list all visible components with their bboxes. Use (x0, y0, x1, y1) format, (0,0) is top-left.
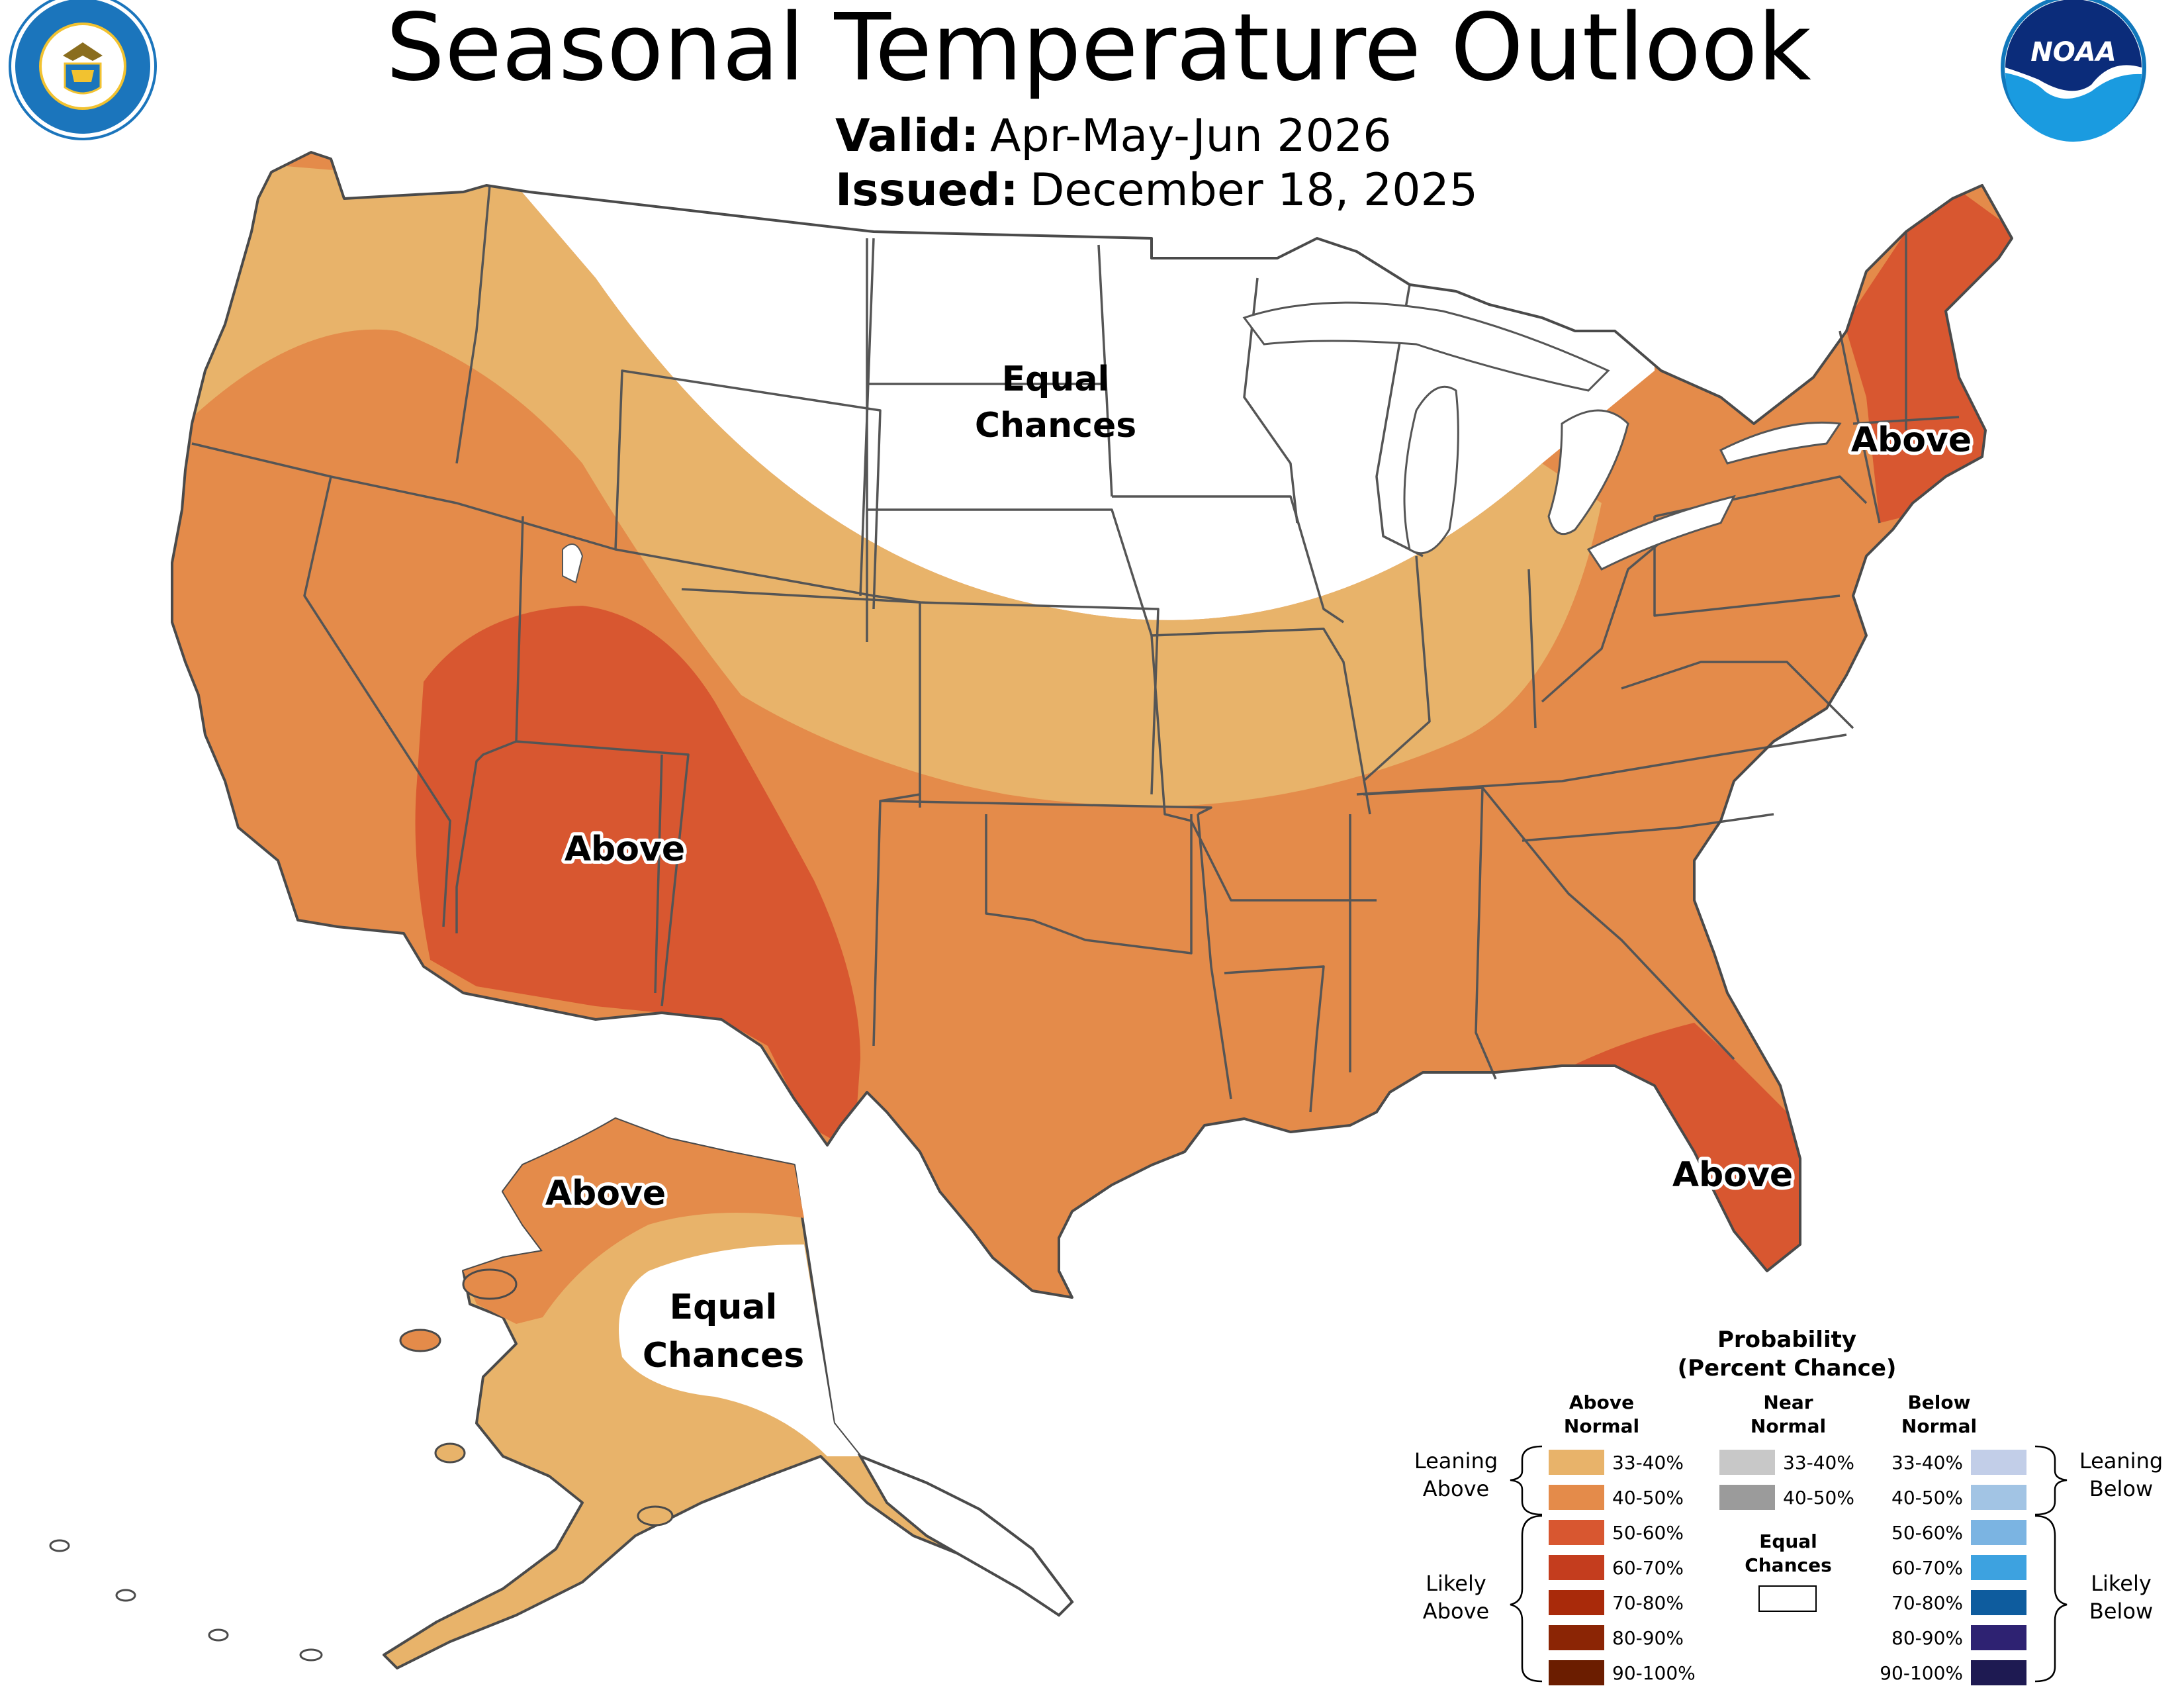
commerce-seal-logo (9, 0, 157, 140)
legend-above-swatch (1549, 1450, 1604, 1475)
legend-near-column: 33-40% 40-50% (1719, 1450, 1854, 1510)
legend-below-label: 80-90% (1891, 1627, 1963, 1649)
legend-above-label: 60-70% (1612, 1557, 1684, 1579)
legend-below-label: 70-80% (1891, 1592, 1963, 1614)
alaska-island (208, 1628, 229, 1642)
leaning-above-brace (1510, 1445, 1543, 1516)
alaska-map: Above Equal Chances (49, 1117, 1074, 1669)
alaska-island (462, 1268, 518, 1300)
legend-above-swatch (1549, 1590, 1604, 1615)
likely-below-label-2: Below (2089, 1599, 2153, 1624)
legend-below-swatch (1971, 1590, 2026, 1615)
leaning-below-label-1: Leaning (2079, 1448, 2163, 1474)
legend-equal-swatch (1758, 1585, 1817, 1612)
legend-above-label: 80-90% (1612, 1627, 1684, 1649)
leaning-below-brace (2034, 1445, 2068, 1516)
likely-above-label-1: Likely (1426, 1571, 1486, 1596)
legend-above-swatch (1549, 1625, 1604, 1650)
issued-label: Issued: (835, 164, 1019, 216)
legend-above-column: 33-40% 40-50% 50-60% 60-70% 70-80% 80-90% 90-1… (1549, 1450, 1696, 1685)
alaska-island (115, 1589, 136, 1602)
valid-value: Apr-May-Jun 2026 (990, 110, 1391, 162)
alaska-island (434, 1442, 466, 1464)
legend-above-swatch (1549, 1485, 1604, 1510)
legend-equal-header-2: Chances (1745, 1554, 1832, 1576)
likely-below-label-1: Likely (2091, 1571, 2152, 1596)
leaning-above-label-1: Leaning (1414, 1448, 1498, 1474)
legend-above-label: 33-40% (1612, 1452, 1684, 1474)
alaska-panhandle (857, 1454, 1074, 1617)
equal-chances-zone (463, 172, 1655, 620)
legend-below-label: 40-50% (1891, 1487, 1963, 1509)
alaska-equal-zone (619, 1244, 860, 1456)
page-title: Seasonal Temperature Outlook (386, 0, 1811, 102)
legend-near-label: 33-40% (1783, 1452, 1854, 1474)
alaska-island (637, 1505, 674, 1526)
southwest-above-label: Above (565, 829, 685, 869)
above-50-60-northeast (1840, 185, 2012, 523)
above-33-40-band (185, 159, 1602, 806)
legend-below-swatch (1971, 1625, 2026, 1650)
legend-near-header-1: Near (1763, 1391, 1813, 1413)
legend-above-swatch (1549, 1520, 1604, 1545)
likely-above-label-2: Above (1423, 1599, 1489, 1624)
legend-near-header-2: Normal (1751, 1415, 1826, 1437)
legend-above-header-2: Normal (1564, 1415, 1639, 1437)
alaska-above-40-50 (463, 1119, 804, 1324)
legend-above-label: 90-100% (1612, 1662, 1696, 1684)
conus-equal-label-line1: Equal (1002, 359, 1110, 399)
legend-above-label: 70-80% (1612, 1592, 1684, 1614)
alaska-island (399, 1329, 441, 1352)
legend-equal-header-1: Equal (1759, 1530, 1817, 1552)
alaska-equal-label-line2: Chances (643, 1336, 804, 1376)
noaa-logo: NOAA (2001, 0, 2146, 142)
legend-below-label: 50-60% (1891, 1522, 1963, 1544)
likely-below-brace (2034, 1515, 2068, 1683)
legend-below-label: 90-100% (1880, 1662, 1963, 1684)
legend-below-header-2: Normal (1901, 1415, 1977, 1437)
legend-above-swatch (1549, 1660, 1604, 1685)
legend-below-swatch (1971, 1450, 2026, 1475)
alaska-above-label: Above (545, 1174, 666, 1213)
noaa-logo-text: NOAA (2030, 37, 2116, 68)
conus-map: Equal Chances Above Above Above (171, 151, 2013, 1299)
legend-near-swatch (1719, 1485, 1775, 1510)
leaning-below-label-2: Below (2089, 1476, 2153, 1501)
northeast-above-label: Above (1851, 420, 1972, 460)
alaska-equal-label-line1: Equal (670, 1288, 778, 1327)
legend-above-label: 40-50% (1612, 1487, 1684, 1509)
legend: Probability (Percent Chance) Above Norma… (1414, 1327, 2163, 1685)
legend-below-label: 60-70% (1891, 1557, 1963, 1579)
great-lakes (562, 301, 1842, 584)
legend-near-label: 40-50% (1783, 1487, 1854, 1509)
florida-above-label: Above (1672, 1155, 1793, 1195)
conus-equal-label-line2: Chances (975, 406, 1136, 445)
valid-label: Valid: (835, 110, 979, 162)
state-boundaries (191, 185, 1960, 1113)
issued-value: December 18, 2025 (1030, 164, 1478, 216)
legend-above-header-1: Above (1569, 1391, 1634, 1413)
legend-title-line2: (Percent Chance) (1678, 1355, 1897, 1382)
legend-below-label: 33-40% (1891, 1452, 1963, 1474)
legend-below-swatch (1971, 1555, 2026, 1580)
legend-above-label: 50-60% (1612, 1522, 1684, 1544)
legend-below-swatch (1971, 1485, 2026, 1510)
legend-title-line1: Probability (1717, 1327, 1856, 1353)
legend-near-swatch (1719, 1450, 1775, 1475)
legend-above-swatch (1549, 1555, 1604, 1580)
legend-below-header-1: Below (1907, 1391, 1970, 1413)
likely-above-brace (1510, 1515, 1543, 1683)
legend-below-swatch (1971, 1660, 2026, 1685)
leaning-above-label-2: Above (1423, 1476, 1489, 1501)
legend-below-swatch (1971, 1520, 2026, 1545)
alaska-island (49, 1539, 70, 1552)
legend-below-column: 33-40% 40-50% 50-60% 60-70% 70-80% 80-90% 90-1… (1880, 1450, 2026, 1685)
alaska-island (299, 1648, 323, 1662)
